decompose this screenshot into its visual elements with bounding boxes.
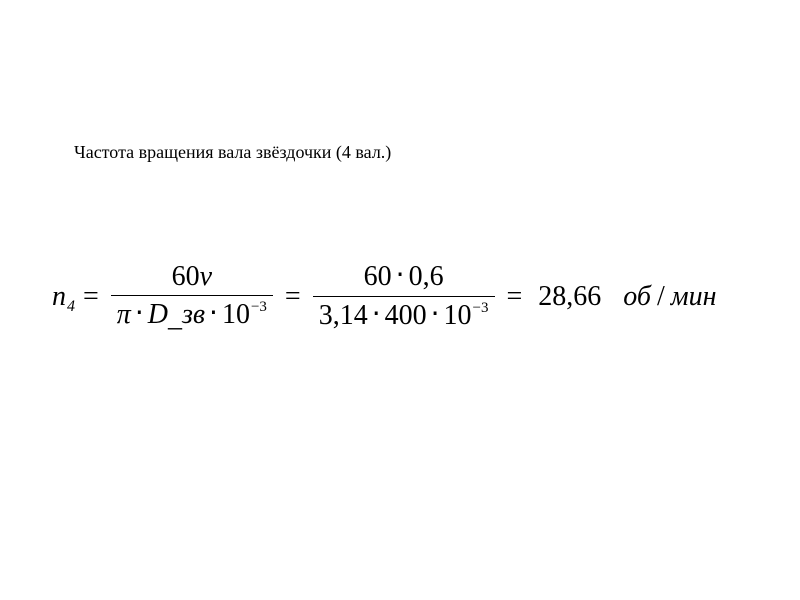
den2-b: 400 <box>385 300 427 332</box>
lhs-variable: n 4 <box>52 281 75 313</box>
ten-base-2: 10 <box>444 300 472 332</box>
num2-b: 0,6 <box>409 261 444 293</box>
caption-text: Частота вращения вала звёздочки (4 вал.) <box>74 142 391 163</box>
zv-subscript: зв <box>182 299 205 331</box>
unit-slash: / <box>657 281 665 313</box>
lhs-var-subscript: 4 <box>67 298 75 316</box>
fraction2-denominator: 3,14 ⋅ 400 ⋅ 10−3 <box>313 296 495 333</box>
fraction-symbolic: 60ν π ⋅ D _ зв ⋅ 10−3 <box>111 261 273 332</box>
num1-coeff: 60 <box>172 261 200 293</box>
unit-ob: об <box>623 281 651 313</box>
num2-a: 60 <box>364 261 392 293</box>
pi-symbol: π <box>117 299 131 331</box>
exp-2: −3 <box>473 300 489 317</box>
fraction1-denominator: π ⋅ D _ зв ⋅ 10−3 <box>111 295 273 332</box>
unit-label: об / мин <box>623 281 716 313</box>
unit-min: мин <box>671 281 717 313</box>
d-variable: D <box>148 299 168 331</box>
dot-2: ⋅ <box>209 296 218 330</box>
fraction1-numerator: 60ν <box>166 261 218 295</box>
dot-5: ⋅ <box>431 297 440 331</box>
den2-a: 3,14 <box>319 300 368 332</box>
lhs-var-letter: n <box>52 281 66 313</box>
underscore: _ <box>168 302 182 334</box>
formula-equation: n 4 = 60ν π ⋅ D _ зв ⋅ 10−3 = 60 ⋅ 0,6 3… <box>52 260 717 333</box>
equals-sign-1: = <box>83 281 99 313</box>
dot-1: ⋅ <box>135 296 144 330</box>
fraction-numeric: 60 ⋅ 0,6 3,14 ⋅ 400 ⋅ 10−3 <box>313 260 495 333</box>
exp-1: −3 <box>251 299 267 316</box>
dot-3: ⋅ <box>396 258 405 292</box>
nu-symbol: ν <box>200 261 212 293</box>
fraction2-numerator: 60 ⋅ 0,6 <box>358 260 450 296</box>
result-value: 28,66 <box>538 281 601 313</box>
ten-base-1: 10 <box>222 299 250 331</box>
dot-4: ⋅ <box>372 297 381 331</box>
equals-sign-2: = <box>285 281 301 313</box>
equals-sign-3: = <box>507 281 523 313</box>
